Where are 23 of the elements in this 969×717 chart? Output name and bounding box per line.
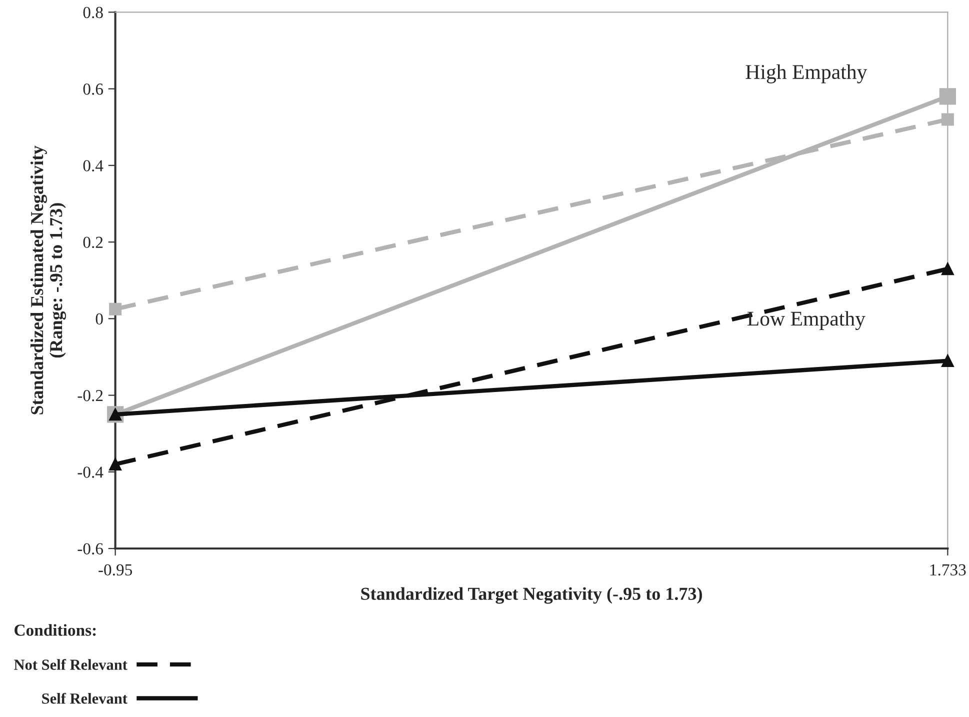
y-tick-label: 0.2 [83, 236, 103, 248]
point [941, 113, 954, 126]
x-tick-label: 1.733 [930, 564, 966, 576]
y-tick-label: -0.6 [78, 543, 104, 555]
annotation: Low Empathy [747, 311, 866, 330]
x-axis-title: Standardized Target Negativity (-.95 to 1.73) [361, 587, 702, 604]
legend-label: Self Relevant [42, 692, 128, 704]
y-tick-label: -0.2 [78, 390, 103, 402]
y-axis-title: Standardized Estimated Negativity (Range: -.95 to 1.73) [30, 146, 66, 414]
legend-title: Conditions: [14, 624, 96, 636]
x-tick-label: -0.95 [98, 564, 132, 576]
point [939, 88, 956, 105]
y-tick-label: 0.6 [83, 84, 104, 95]
y-tick-label: 0.8 [83, 6, 103, 18]
point [941, 354, 954, 368]
point [109, 458, 122, 470]
point [109, 302, 122, 316]
legend-label: Not Self Relevant [14, 659, 128, 670]
annotation: High Empathy [746, 64, 868, 84]
y-tick-label: 0.4 [83, 160, 104, 172]
y-tick-label: 0 [96, 313, 103, 325]
y-tick-label: -0.4 [78, 466, 104, 478]
point [941, 262, 954, 276]
